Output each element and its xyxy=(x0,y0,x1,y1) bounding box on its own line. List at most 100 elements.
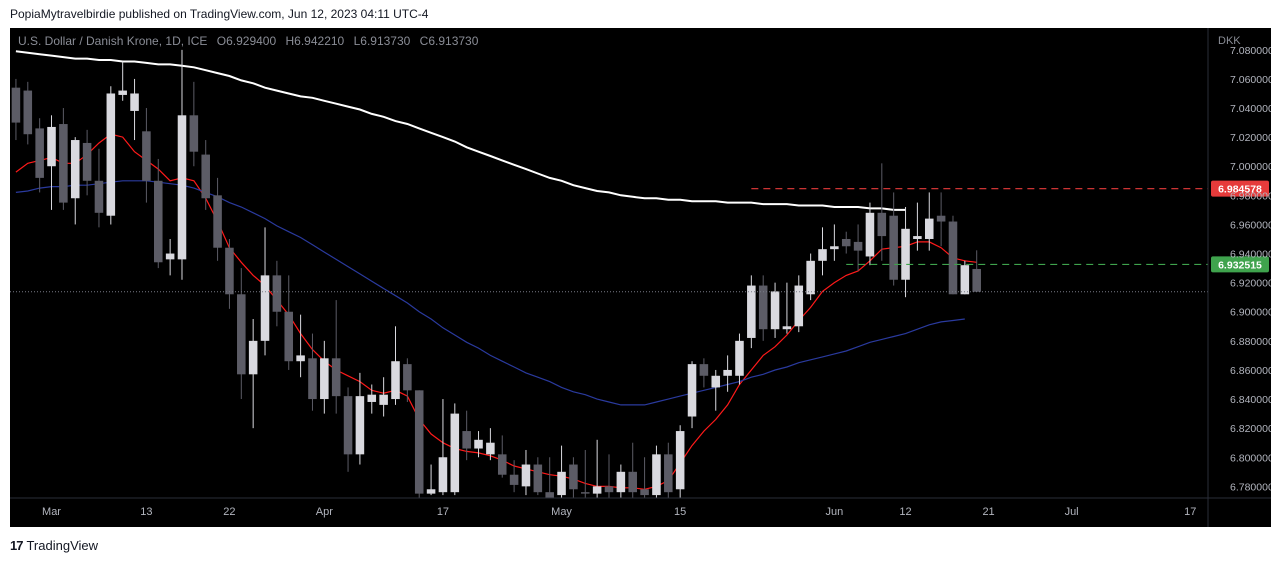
candle xyxy=(225,238,234,309)
candle xyxy=(569,457,578,498)
x-tick-label: Apr xyxy=(316,506,333,518)
candle-body xyxy=(153,180,163,263)
y-tick-label: 6.900000 xyxy=(1230,307,1271,319)
candle-body xyxy=(284,311,294,362)
candle-body xyxy=(308,358,317,400)
candle xyxy=(426,464,436,496)
candle xyxy=(438,399,448,496)
candle xyxy=(343,387,353,472)
candle xyxy=(142,108,151,203)
candle xyxy=(70,137,80,225)
candle-body xyxy=(130,93,139,111)
candle xyxy=(414,390,424,498)
candle-body xyxy=(675,431,685,490)
candle-body xyxy=(747,285,756,338)
candle-body xyxy=(165,253,175,260)
candle-body xyxy=(581,492,590,494)
candle xyxy=(948,215,958,295)
candle-body xyxy=(59,124,68,203)
candle xyxy=(604,454,614,498)
candle xyxy=(94,148,104,228)
y-tick-label: 6.800000 xyxy=(1230,452,1271,464)
candle xyxy=(616,464,626,498)
candle-body xyxy=(652,454,661,496)
price-chart[interactable]: 6.984578 6.932515 7.080000 7.060000 7.04000… xyxy=(10,28,1271,527)
brand-name: TradingView xyxy=(26,538,99,553)
candle xyxy=(106,86,116,225)
candle-body xyxy=(11,87,21,123)
candle-body xyxy=(106,93,116,216)
candle xyxy=(782,282,792,334)
price-level-badge xyxy=(1211,256,1269,273)
currency-label: DKK xyxy=(1218,35,1241,47)
candle xyxy=(592,439,602,498)
candle-body xyxy=(711,375,721,388)
candle xyxy=(581,449,590,498)
candle-body xyxy=(47,126,56,167)
x-tick-label: 13 xyxy=(140,506,152,518)
candle xyxy=(189,81,199,167)
candle xyxy=(509,460,519,493)
candle xyxy=(687,361,697,429)
candle xyxy=(153,158,163,269)
candle xyxy=(296,314,305,378)
candle xyxy=(735,333,744,385)
candle-body xyxy=(486,442,495,455)
candle-body xyxy=(343,396,353,455)
x-tick-label: 15 xyxy=(674,506,686,518)
y-tick-label: 6.840000 xyxy=(1230,394,1271,406)
candle-body xyxy=(972,268,981,292)
candle xyxy=(652,445,661,498)
candle xyxy=(841,231,851,254)
candle xyxy=(699,358,709,388)
legend-high: 6.942210 xyxy=(294,34,344,48)
y-tick-label: 6.940000 xyxy=(1230,249,1271,261)
candle xyxy=(11,78,21,141)
candle-body xyxy=(640,489,649,496)
candle xyxy=(913,202,922,251)
candle-body xyxy=(806,260,815,295)
candle-body xyxy=(830,246,839,250)
y-tick-label: 6.920000 xyxy=(1230,278,1271,290)
chart-panel[interactable]: 6.984578 6.932515 7.080000 7.060000 7.04000… xyxy=(10,28,1271,527)
candle xyxy=(391,326,400,405)
candle-body xyxy=(462,431,471,449)
candle xyxy=(889,192,898,286)
candle xyxy=(82,129,92,196)
x-tick-label: 17 xyxy=(1184,506,1196,518)
legend-open-label: O xyxy=(217,34,226,48)
x-tick-label: 17 xyxy=(437,506,449,518)
candle-body xyxy=(699,364,709,376)
candle xyxy=(118,61,127,101)
candle xyxy=(486,428,495,461)
candle-body xyxy=(569,464,578,490)
candle xyxy=(533,457,543,496)
x-tick-label: Jun xyxy=(825,506,843,518)
moving-average-line xyxy=(15,133,977,490)
y-tick-label: 6.780000 xyxy=(1230,481,1271,493)
candle-body xyxy=(438,457,448,493)
legend-low: 6.913730 xyxy=(360,34,410,48)
legend-low-label: L xyxy=(354,34,361,48)
candle-body xyxy=(35,128,44,178)
candle xyxy=(675,425,685,498)
candle-body xyxy=(936,215,946,222)
candle-body xyxy=(545,492,554,498)
candle xyxy=(130,78,139,141)
candle-body xyxy=(723,369,732,376)
candle xyxy=(758,275,768,341)
candle-body xyxy=(94,180,104,213)
candle-body xyxy=(142,131,151,181)
price-level-layer: 6.984578 6.932515 xyxy=(10,180,1269,293)
y-tick-label: 6.860000 xyxy=(1230,365,1271,377)
candle-body xyxy=(426,489,436,494)
candle-body xyxy=(901,228,910,280)
candle-body xyxy=(557,471,566,496)
candle xyxy=(355,372,365,465)
x-tick-label: Mar xyxy=(42,506,61,518)
tradingview-logo-icon: 17 xyxy=(10,538,24,553)
candle-body xyxy=(367,394,377,402)
candle xyxy=(47,115,56,210)
published-by-header: PopiaMytravelbirdie published on Trading… xyxy=(10,7,429,21)
candle-body xyxy=(782,326,792,330)
